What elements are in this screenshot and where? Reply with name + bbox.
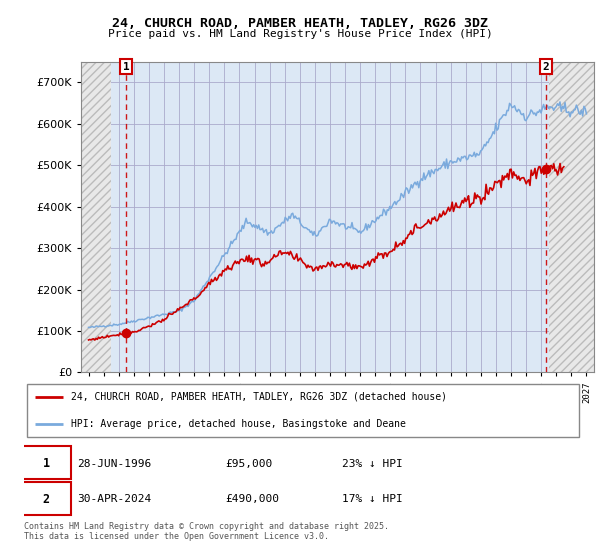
FancyBboxPatch shape [27, 384, 579, 437]
Text: 1: 1 [123, 62, 130, 72]
Text: 2: 2 [43, 493, 50, 506]
Text: Contains HM Land Registry data © Crown copyright and database right 2025.
This d: Contains HM Land Registry data © Crown c… [24, 522, 389, 542]
Text: 2: 2 [543, 62, 550, 72]
FancyBboxPatch shape [21, 482, 71, 515]
FancyBboxPatch shape [21, 446, 71, 479]
Text: 30-APR-2024: 30-APR-2024 [77, 494, 151, 504]
Text: £95,000: £95,000 [225, 459, 272, 469]
Text: Price paid vs. HM Land Registry's House Price Index (HPI): Price paid vs. HM Land Registry's House … [107, 29, 493, 39]
Text: 1: 1 [43, 457, 50, 470]
Text: 28-JUN-1996: 28-JUN-1996 [77, 459, 151, 469]
Text: 17% ↓ HPI: 17% ↓ HPI [342, 494, 403, 504]
Text: 23% ↓ HPI: 23% ↓ HPI [342, 459, 403, 469]
Text: HPI: Average price, detached house, Basingstoke and Deane: HPI: Average price, detached house, Basi… [71, 419, 406, 429]
Text: £490,000: £490,000 [225, 494, 279, 504]
Text: 24, CHURCH ROAD, PAMBER HEATH, TADLEY, RG26 3DZ (detached house): 24, CHURCH ROAD, PAMBER HEATH, TADLEY, R… [71, 391, 448, 402]
Bar [81, 62, 111, 372]
Text: 24, CHURCH ROAD, PAMBER HEATH, TADLEY, RG26 3DZ: 24, CHURCH ROAD, PAMBER HEATH, TADLEY, R… [112, 17, 488, 30]
Bar [549, 62, 594, 372]
